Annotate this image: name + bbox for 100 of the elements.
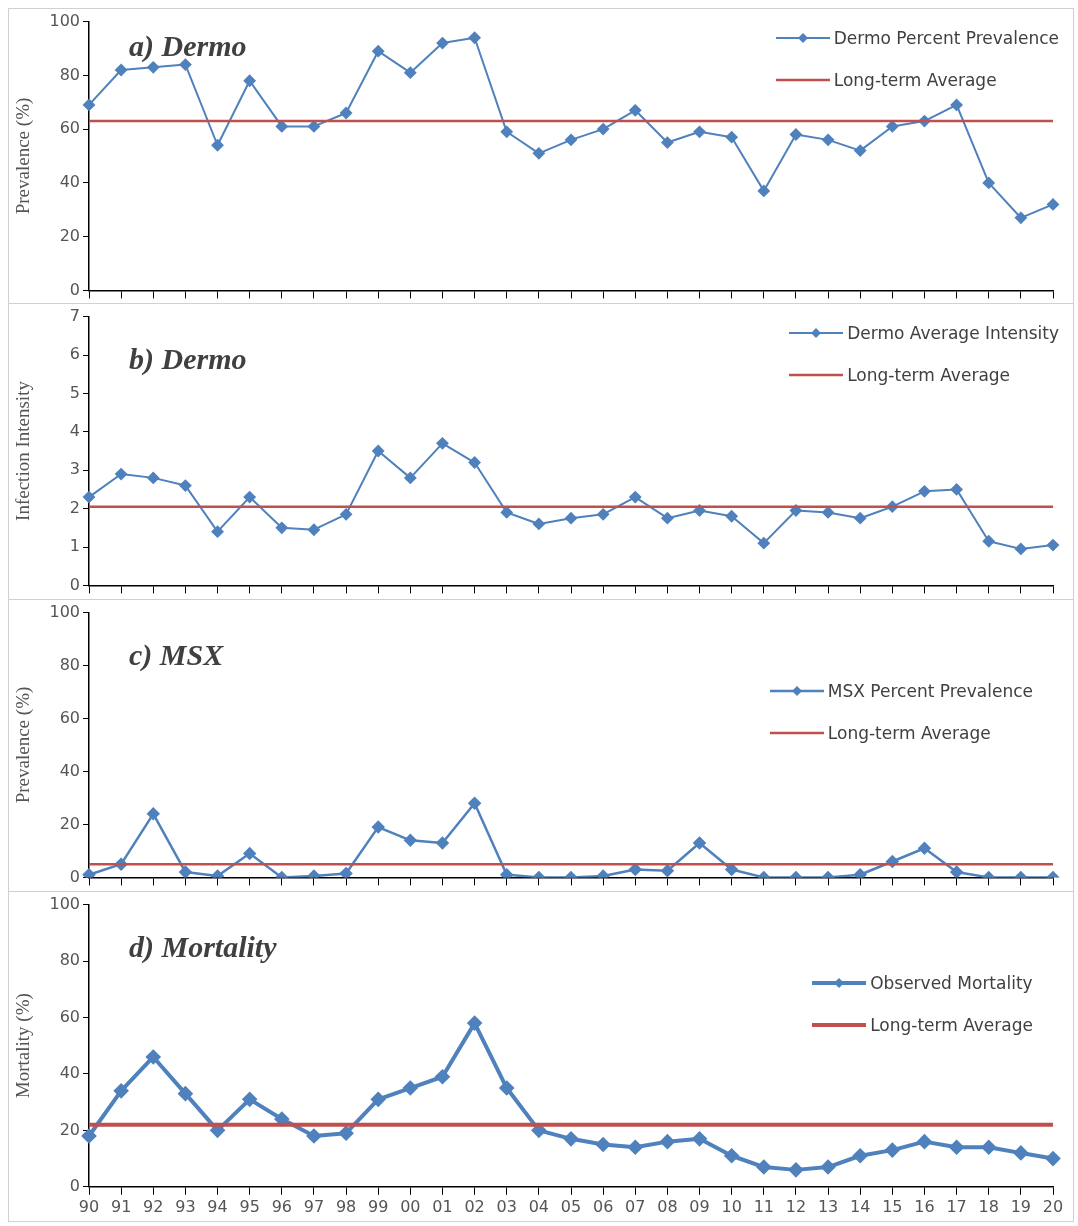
x-tick-label: 14 [850,1196,871,1216]
point [82,1129,96,1143]
point [789,128,802,141]
x-tick-label: 15 [882,1196,903,1216]
y-tick-label: 20 [59,813,80,833]
point [179,479,192,492]
point [403,1081,418,1096]
y-tick-label: 1 [69,536,80,556]
x-tick-label: 96 [271,1196,292,1216]
y-tick-label: 60 [59,118,80,138]
point [115,468,128,481]
point [693,125,706,138]
x-tick-label: 92 [143,1196,164,1216]
text: d) Mortality [129,930,277,964]
point [404,471,417,484]
point [404,66,417,79]
point [917,1134,932,1149]
x-tick-label: 04 [528,1196,550,1216]
point [307,523,320,536]
x-tick-label: 16 [914,1196,935,1216]
point [950,98,963,111]
point [597,123,610,136]
legend-label: Long-term Average [833,70,997,90]
point [661,512,674,525]
point [724,1148,739,1163]
point [853,1148,868,1163]
point [628,1140,643,1155]
x-tick-label: 09 [689,1196,710,1216]
point [565,512,577,525]
x-tick-label: 97 [303,1196,325,1216]
point [821,1160,836,1175]
x-tick-label: 90 [78,1196,100,1216]
legend-label: MSX Percent Prevalence [827,681,1033,701]
point [597,508,610,521]
point [854,512,867,525]
point [693,504,706,517]
point [242,1092,257,1107]
point [918,485,931,498]
x-tick-label: 11 [753,1196,774,1216]
point [757,184,770,197]
point [788,1162,803,1177]
x-tick-label: 03 [496,1196,517,1216]
point [468,456,481,469]
y-tick-label: 7 [69,305,80,325]
y-tick-label: 20 [59,1119,80,1139]
point [565,133,577,146]
x-tick-label: 01 [432,1196,453,1216]
y-tick-label: 60 [59,1006,80,1026]
point [340,508,353,521]
point [436,37,449,50]
point [725,510,738,523]
x-tick-label: 95 [239,1196,260,1216]
text: c) MSX [129,638,224,672]
point [1047,539,1059,552]
y-axis-title: Infection Intensity [12,380,34,521]
point [564,1131,578,1146]
point [371,1092,386,1107]
legend-label: Dermo Percent Prevalence [833,28,1059,48]
point [1046,1151,1060,1166]
y-tick-label: 0 [69,866,80,886]
legend-label: Observed Mortality [870,973,1033,993]
point [147,61,160,74]
x-tick-label: 18 [978,1196,999,1216]
point [532,147,545,160]
x-tick-label: 05 [560,1196,582,1216]
y-tick-label: 6 [69,344,80,364]
y-axis-title: Prevalence (%) [12,97,35,215]
legend-label: Long-term Average [847,365,1011,385]
point [982,176,995,189]
point [114,1083,129,1098]
point [147,471,160,484]
point [950,483,963,496]
point [243,491,256,504]
point [757,537,770,550]
y-tick-label: 0 [69,574,80,594]
point [467,1016,482,1031]
x-tick-label: 00 [400,1196,421,1216]
x-tick-label: 12 [785,1196,807,1216]
x-tick-label: 19 [1010,1196,1032,1216]
point [1013,1145,1028,1160]
point [1047,198,1059,211]
point [661,136,674,149]
y-tick-label: 0 [69,1175,80,1195]
y-tick-label: 40 [59,1063,80,1083]
y-axis-title: Mortality (%) [12,993,35,1099]
point [306,1129,321,1143]
y-tick-label: 100 [49,601,80,621]
x-tick-label: 10 [721,1196,742,1216]
point [885,1143,900,1158]
point [596,1137,611,1152]
point [179,58,192,71]
point [243,74,256,87]
point [854,144,867,157]
point [468,31,481,44]
y-tick-label: 40 [59,172,80,192]
x-tick-label: 91 [110,1196,132,1216]
legend-label: Dermo Average Intensity [847,323,1059,343]
point [982,535,995,548]
x-tick-label: 02 [464,1196,485,1216]
point [339,1126,354,1141]
